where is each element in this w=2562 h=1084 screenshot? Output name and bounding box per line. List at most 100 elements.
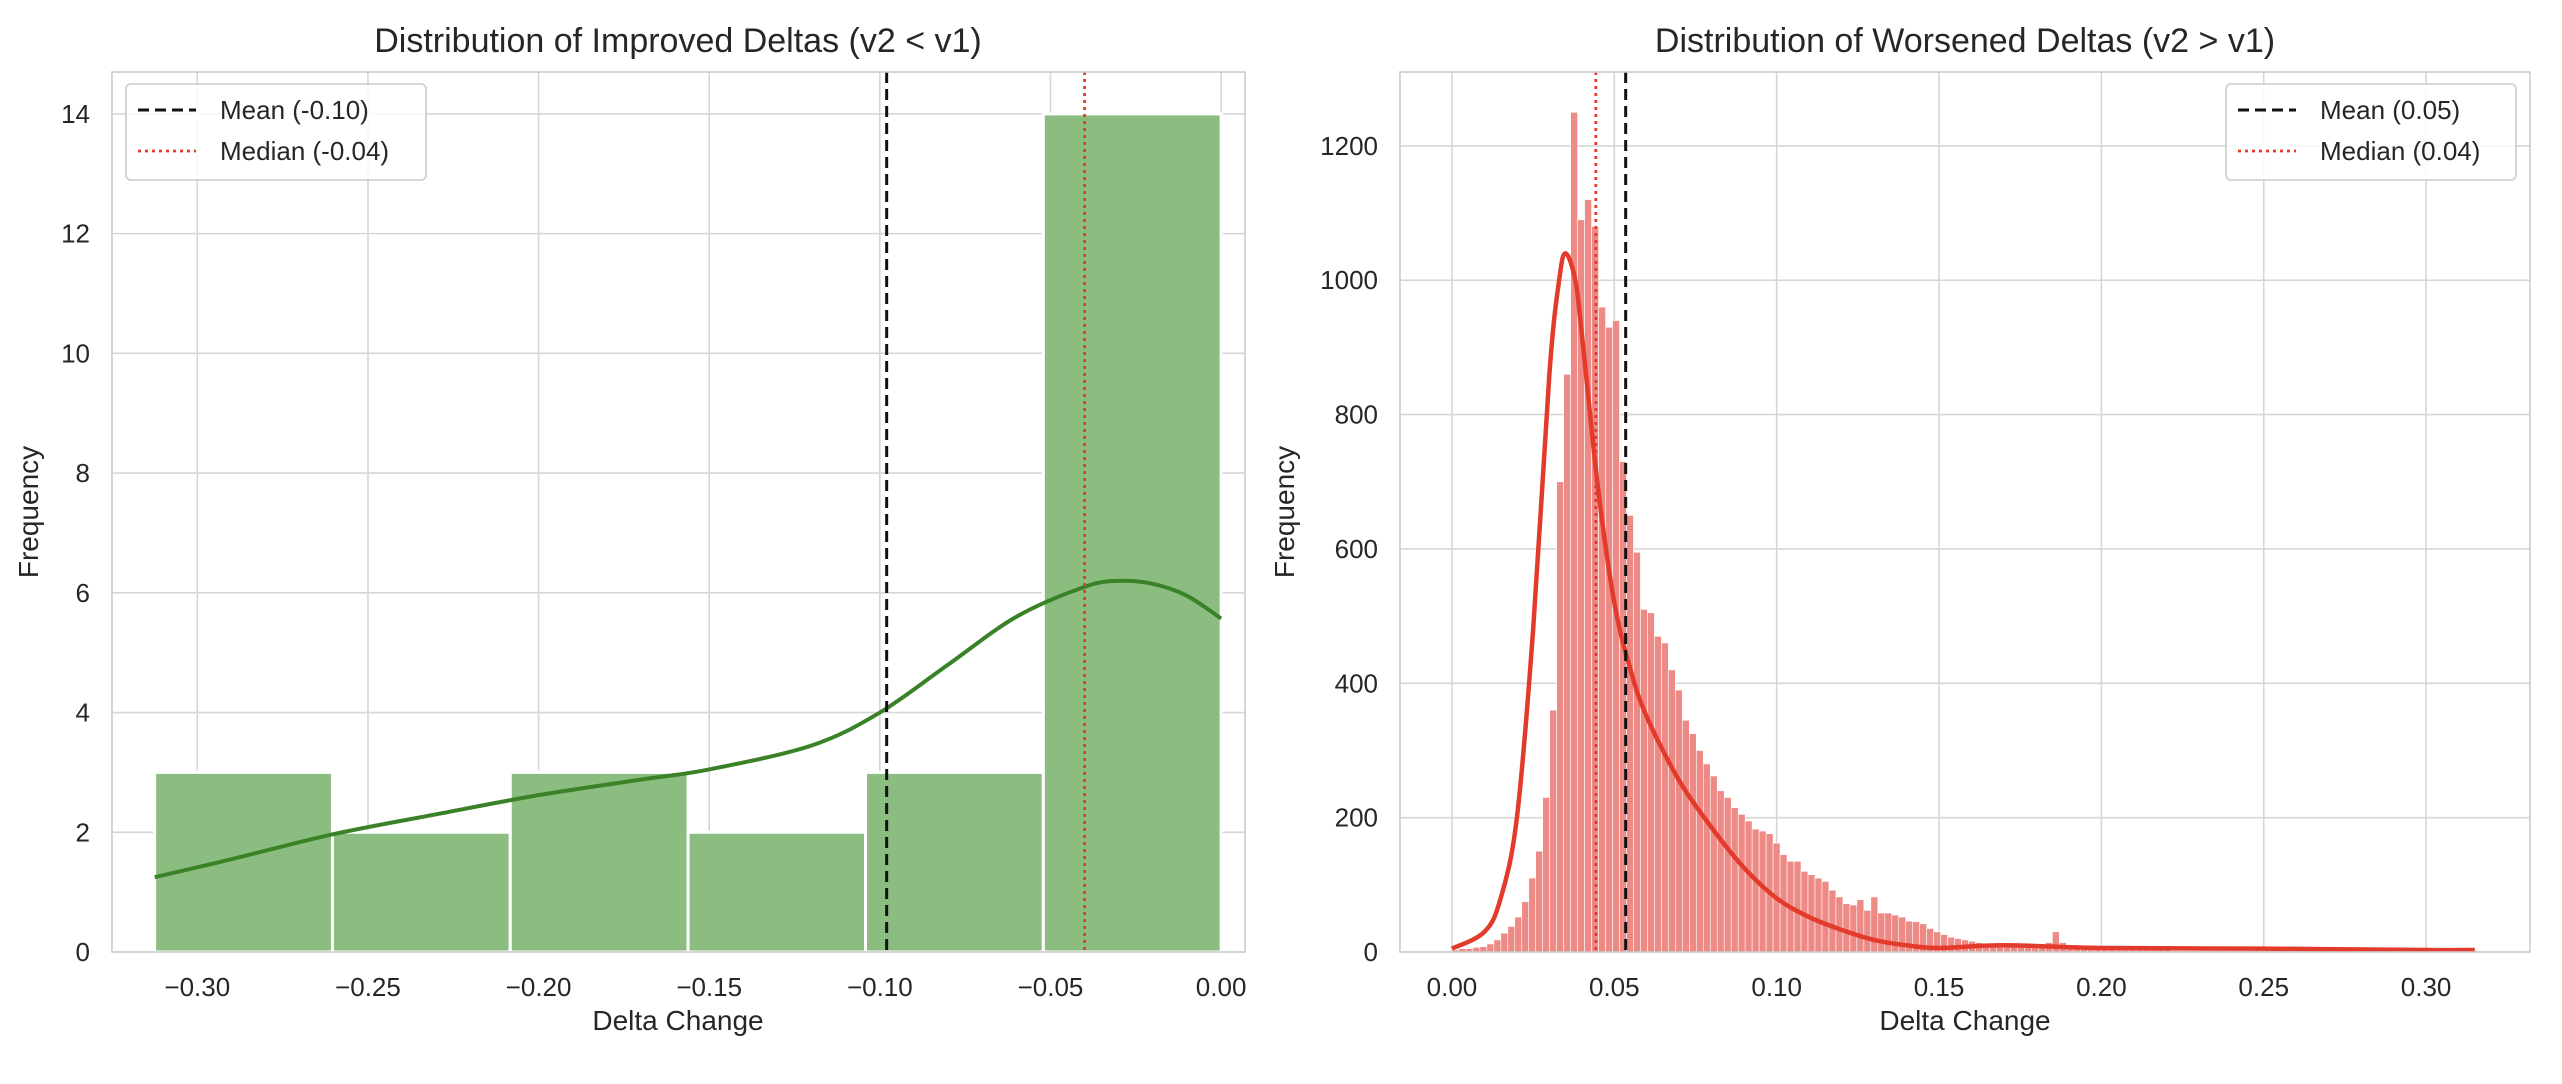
worsened-histogram-bar bbox=[1891, 914, 1900, 953]
improved-histogram-bars bbox=[153, 112, 1223, 954]
improved-x-tick-label: 0.00 bbox=[1196, 972, 1247, 1002]
improved-y-tick-label: 8 bbox=[76, 458, 90, 488]
worsened-x-tick-label: 0.10 bbox=[1751, 972, 1802, 1002]
worsened-x-tick-label: 0.05 bbox=[1589, 972, 1640, 1002]
worsened-histogram-bar bbox=[1612, 320, 1620, 953]
improved-x-tick-label: −0.30 bbox=[164, 972, 230, 1002]
improved-x-tick-label: −0.25 bbox=[335, 972, 401, 1002]
improved-y-tick-label: 6 bbox=[76, 578, 90, 608]
worsened-histogram-bar bbox=[1723, 797, 1732, 953]
improved-x-tick-label: −0.15 bbox=[676, 972, 742, 1002]
worsened-histogram-bar bbox=[1556, 481, 1564, 953]
worsened-histogram-bar bbox=[1647, 612, 1655, 953]
worsened-histogram-bar bbox=[1507, 926, 1516, 953]
worsened-y-tick-label: 200 bbox=[1335, 803, 1378, 833]
improved-x-axis-label: Delta Change bbox=[592, 1005, 763, 1036]
worsened-histogram-bar bbox=[1668, 669, 1676, 953]
worsened-histogram-bar bbox=[1856, 899, 1865, 953]
improved-legend-box bbox=[125, 83, 427, 181]
worsened-histogram-bar bbox=[1486, 943, 1495, 953]
worsened-histogram-bar bbox=[1821, 881, 1830, 953]
improved-histogram-bar bbox=[686, 830, 868, 954]
worsened-y-tick-label: 0 bbox=[1364, 937, 1378, 967]
worsened-x-tick-label: 0.30 bbox=[2401, 972, 2452, 1002]
improved-y-tick-label: 10 bbox=[61, 338, 90, 368]
worsened-histogram-bar bbox=[1849, 904, 1858, 953]
worsened-y-tick-label: 600 bbox=[1335, 534, 1378, 564]
worsened-legend-mean-label: Mean (0.05) bbox=[2320, 95, 2460, 125]
worsened-histogram-bar bbox=[1807, 874, 1816, 953]
worsened-histogram-bar bbox=[1842, 903, 1851, 953]
worsened-deltas-panel: 0.00 0.05 0.10 0.15 0.20 0.25 0.30 0 200 400 600 8… bbox=[1269, 22, 2531, 1036]
improved-x-tick-labels: −0.30 −0.25 −0.20 −0.15 −0.10 −0.05 0.00 bbox=[164, 972, 1246, 1002]
worsened-legend: Mean (0.05) Median (0.04) bbox=[2225, 83, 2517, 181]
worsened-histogram-bar bbox=[1828, 889, 1837, 953]
worsened-histogram-bar bbox=[1870, 896, 1879, 953]
worsened-x-tick-label: 0.15 bbox=[1914, 972, 1965, 1002]
worsened-histogram-bar bbox=[1535, 850, 1544, 953]
improved-y-axis-label: Frequency bbox=[13, 446, 44, 578]
worsened-x-tick-label: 0.00 bbox=[1427, 972, 1478, 1002]
worsened-x-tick-label: 0.25 bbox=[2238, 972, 2289, 1002]
worsened-histogram-bar bbox=[1884, 912, 1893, 953]
improved-chart-title: Distribution of Improved Deltas (v2 < v1… bbox=[374, 22, 982, 60]
worsened-histogram-bar bbox=[1654, 635, 1662, 953]
improved-x-tick-label: −0.20 bbox=[506, 972, 572, 1002]
worsened-y-tick-label: 1000 bbox=[1320, 265, 1378, 295]
improved-kde-line bbox=[154, 578, 1223, 880]
worsened-histogram-bar bbox=[1835, 896, 1844, 953]
improved-y-tick-label: 0 bbox=[76, 937, 90, 967]
worsened-histogram-bar bbox=[1549, 709, 1557, 953]
worsened-histogram-bar bbox=[1702, 763, 1711, 953]
worsened-histogram-bar bbox=[1521, 901, 1530, 953]
worsened-histogram-bar bbox=[1730, 807, 1739, 953]
improved-histogram-bar bbox=[1041, 112, 1223, 954]
worsened-x-axis-label: Delta Change bbox=[1879, 1005, 2050, 1036]
worsened-histogram-bar bbox=[1877, 912, 1886, 953]
improved-legend: Mean (-0.10) Median (-0.04) bbox=[125, 83, 427, 181]
improved-y-tick-label: 2 bbox=[76, 817, 90, 847]
worsened-histogram-bar bbox=[1737, 813, 1746, 953]
worsened-histogram-bar bbox=[1675, 689, 1683, 953]
worsened-y-tick-label: 400 bbox=[1335, 668, 1378, 698]
worsened-histogram-bar bbox=[1751, 828, 1760, 953]
worsened-histogram-bars bbox=[1451, 112, 2479, 953]
worsened-histogram-bar bbox=[1570, 112, 1578, 953]
worsened-histogram-bar bbox=[1479, 946, 1488, 953]
worsened-legend-median-label: Median (0.04) bbox=[2320, 136, 2480, 166]
worsened-y-tick-labels: 0 200 400 600 800 1000 1200 bbox=[1320, 131, 1378, 967]
worsened-histogram-bar bbox=[1528, 877, 1537, 953]
worsened-chart-title: Distribution of Worsened Deltas (v2 > v1… bbox=[1655, 22, 2275, 60]
improved-deltas-panel: −0.30 −0.25 −0.20 −0.15 −0.10 −0.05 0.00 0 2 4 6 8… bbox=[13, 22, 1246, 1036]
improved-x-tick-label: −0.05 bbox=[1018, 972, 1084, 1002]
improved-y-tick-label: 14 bbox=[61, 99, 90, 129]
improved-legend-mean-label: Mean (-0.10) bbox=[220, 95, 369, 125]
worsened-histogram-bar bbox=[1633, 552, 1641, 953]
worsened-y-tick-label: 800 bbox=[1335, 400, 1378, 430]
improved-y-tick-labels: 0 2 4 6 8 10 12 14 bbox=[61, 99, 90, 967]
worsened-histogram-bar bbox=[1493, 939, 1502, 953]
improved-legend-median-label: Median (-0.04) bbox=[220, 136, 389, 166]
worsened-histogram-bar bbox=[1709, 775, 1718, 953]
worsened-histogram-bar bbox=[1500, 932, 1509, 953]
worsened-histogram-bar bbox=[1814, 877, 1823, 953]
worsened-histogram-bar bbox=[1682, 719, 1690, 953]
improved-histogram-bar bbox=[864, 770, 1045, 954]
improved-histogram-bar bbox=[508, 770, 690, 954]
worsened-histogram-bar bbox=[1793, 861, 1802, 953]
worsened-histogram-bar bbox=[1584, 199, 1592, 953]
worsened-histogram-bar bbox=[1696, 750, 1704, 953]
worsened-histogram-bar bbox=[1542, 797, 1550, 953]
worsened-x-tick-labels: 0.00 0.05 0.10 0.15 0.20 0.25 0.30 bbox=[1427, 972, 2452, 1002]
worsened-histogram-bar bbox=[1744, 820, 1753, 953]
improved-histogram-bar bbox=[330, 830, 512, 954]
worsened-kde-line bbox=[1450, 251, 2475, 953]
improved-y-tick-label: 12 bbox=[61, 219, 90, 249]
worsened-histogram-bar bbox=[1863, 910, 1872, 953]
worsened-histogram-bar bbox=[1514, 916, 1523, 953]
improved-histogram-bar bbox=[153, 770, 334, 954]
worsened-histogram-bar bbox=[1598, 306, 1606, 953]
worsened-histogram-bar bbox=[1689, 733, 1697, 953]
improved-x-tick-label: −0.10 bbox=[847, 972, 913, 1002]
